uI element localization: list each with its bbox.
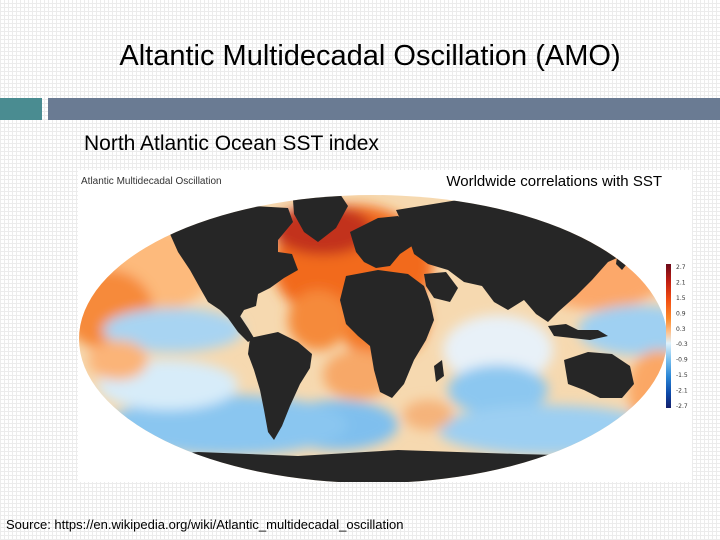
land-greenland bbox=[293, 195, 348, 242]
colorbar-tick-label: 1.5 bbox=[676, 295, 686, 302]
colorbar-tick-label: -0.9 bbox=[676, 357, 688, 364]
land-south-america bbox=[248, 332, 312, 440]
land-central-america bbox=[228, 316, 254, 342]
colorbar-tick-label: 2.7 bbox=[676, 264, 686, 271]
globe-projection bbox=[79, 195, 667, 482]
source-citation: Source: https://en.wikipedia.org/wiki/At… bbox=[6, 517, 404, 532]
land-new-zealand bbox=[656, 392, 666, 412]
land-north-america bbox=[170, 205, 298, 320]
colorbar-tick-label: -1.5 bbox=[676, 372, 688, 379]
land-antarctica bbox=[79, 450, 667, 482]
land-arabia bbox=[424, 272, 458, 302]
colorbar-tick-label: -0.3 bbox=[676, 341, 688, 348]
colorbar-tick-label: 0.3 bbox=[676, 326, 686, 333]
colorbar-tick-label: -2.7 bbox=[676, 403, 688, 410]
amo-correlation-figure: 2.7 2.1 1.5 0.9 0.3 -0.3 -0.9 -1.5 -2.1 -2.7 Atla… bbox=[78, 170, 692, 482]
land-australia bbox=[564, 352, 634, 398]
colorbar-gradient bbox=[666, 264, 671, 408]
accent-bar-left bbox=[0, 98, 42, 120]
slide-title: Altantic Multidecadal Oscillation (AMO) bbox=[119, 40, 621, 72]
land-madagascar bbox=[434, 360, 444, 382]
slide-subtitle: North Atlantic Ocean SST index bbox=[84, 132, 379, 155]
land-africa bbox=[340, 270, 434, 398]
land-indonesia bbox=[548, 324, 608, 340]
colorbar: 2.7 2.1 1.5 0.9 0.3 -0.3 -0.9 -1.5 -2.1 -2.7 bbox=[666, 264, 688, 410]
figure-caption: Worldwide correlations with SST bbox=[446, 173, 662, 190]
colorbar-tick-label: 0.9 bbox=[676, 310, 686, 317]
colorbar-tick-label: -2.1 bbox=[676, 388, 688, 395]
accent-bar-right bbox=[48, 98, 720, 120]
colorbar-tick-label: 2.1 bbox=[676, 279, 686, 286]
land-europe bbox=[350, 216, 418, 268]
world-map: 2.7 2.1 1.5 0.9 0.3 -0.3 -0.9 -1.5 -2.1 -2.7 bbox=[79, 195, 688, 482]
figure-title: Atlantic Multidecadal Oscillation bbox=[81, 176, 222, 187]
